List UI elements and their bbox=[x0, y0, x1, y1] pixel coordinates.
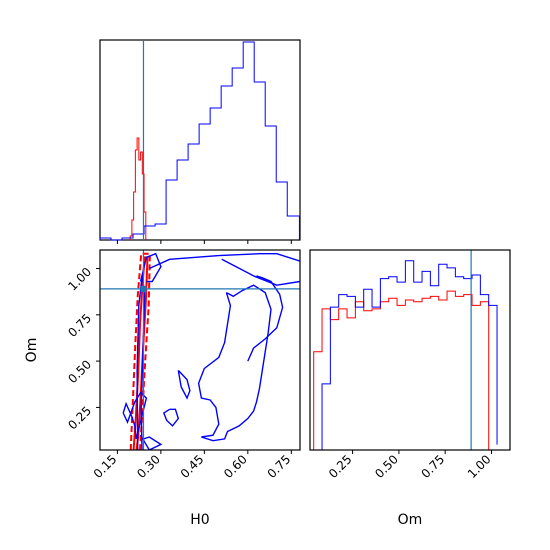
contour-line-5 bbox=[139, 252, 162, 283]
hist-h0-frame bbox=[99, 39, 301, 241]
hist-om-frame bbox=[309, 249, 511, 451]
hist-om-content bbox=[313, 250, 498, 451]
x-tick-label: 0.15 bbox=[91, 452, 120, 481]
contour-panel: 0.15 0.30 0.45 0.60 0.75 0.25 0.50 0.75 1.00 H0… bbox=[24, 249, 301, 528]
y-tick-label: 0.50 bbox=[65, 357, 94, 386]
x-tick-label: 0.30 bbox=[134, 452, 163, 481]
contour-y-ticks: 0.25 0.50 0.75 1.00 bbox=[65, 265, 100, 433]
contour-content bbox=[100, 250, 300, 450]
x-axis-label-om: Om bbox=[398, 512, 423, 528]
hist-h0-content bbox=[99, 40, 300, 241]
contour-line-11 bbox=[247, 275, 284, 362]
contour-line-3 bbox=[149, 252, 300, 270]
x-tick-label: 0.60 bbox=[221, 452, 250, 481]
x-axis-label-h0: H0 bbox=[190, 512, 209, 528]
truth-marker bbox=[140, 285, 147, 292]
hist-h0-panel bbox=[99, 39, 301, 244]
contour-x-ticks: 0.15 0.30 0.45 0.60 0.75 bbox=[91, 450, 294, 481]
x-tick-label: 1.00 bbox=[465, 452, 494, 481]
contour-line-7 bbox=[122, 391, 148, 440]
y-tick-label: 0.25 bbox=[65, 404, 94, 433]
contour-line-8 bbox=[139, 434, 163, 450]
contour-line-4 bbox=[221, 258, 300, 286]
histogram-series-2 bbox=[99, 41, 300, 241]
y-axis-label-om: Om bbox=[24, 338, 40, 363]
contour-frame bbox=[99, 249, 301, 451]
contour-line-10 bbox=[162, 408, 180, 427]
x-tick-label: 0.50 bbox=[372, 452, 401, 481]
y-tick-label: 1.00 bbox=[65, 265, 94, 294]
contour-line-12 bbox=[177, 369, 191, 400]
x-tick-label: 0.45 bbox=[178, 452, 207, 481]
hist-om-panel: 0.25 0.50 0.75 1.00 Om bbox=[309, 249, 511, 528]
contour-line-9 bbox=[197, 284, 272, 442]
hist-h0-ticks bbox=[116, 240, 292, 244]
x-tick-label: 0.75 bbox=[265, 452, 294, 481]
x-tick-label: 0.25 bbox=[326, 452, 355, 481]
histogram-series-1 bbox=[313, 290, 490, 450]
x-tick-label: 0.75 bbox=[419, 452, 448, 481]
hist-om-x-ticks: 0.25 0.50 0.75 1.00 bbox=[326, 450, 494, 481]
histogram-series-2 bbox=[313, 260, 498, 451]
y-tick-label: 0.75 bbox=[65, 311, 94, 340]
